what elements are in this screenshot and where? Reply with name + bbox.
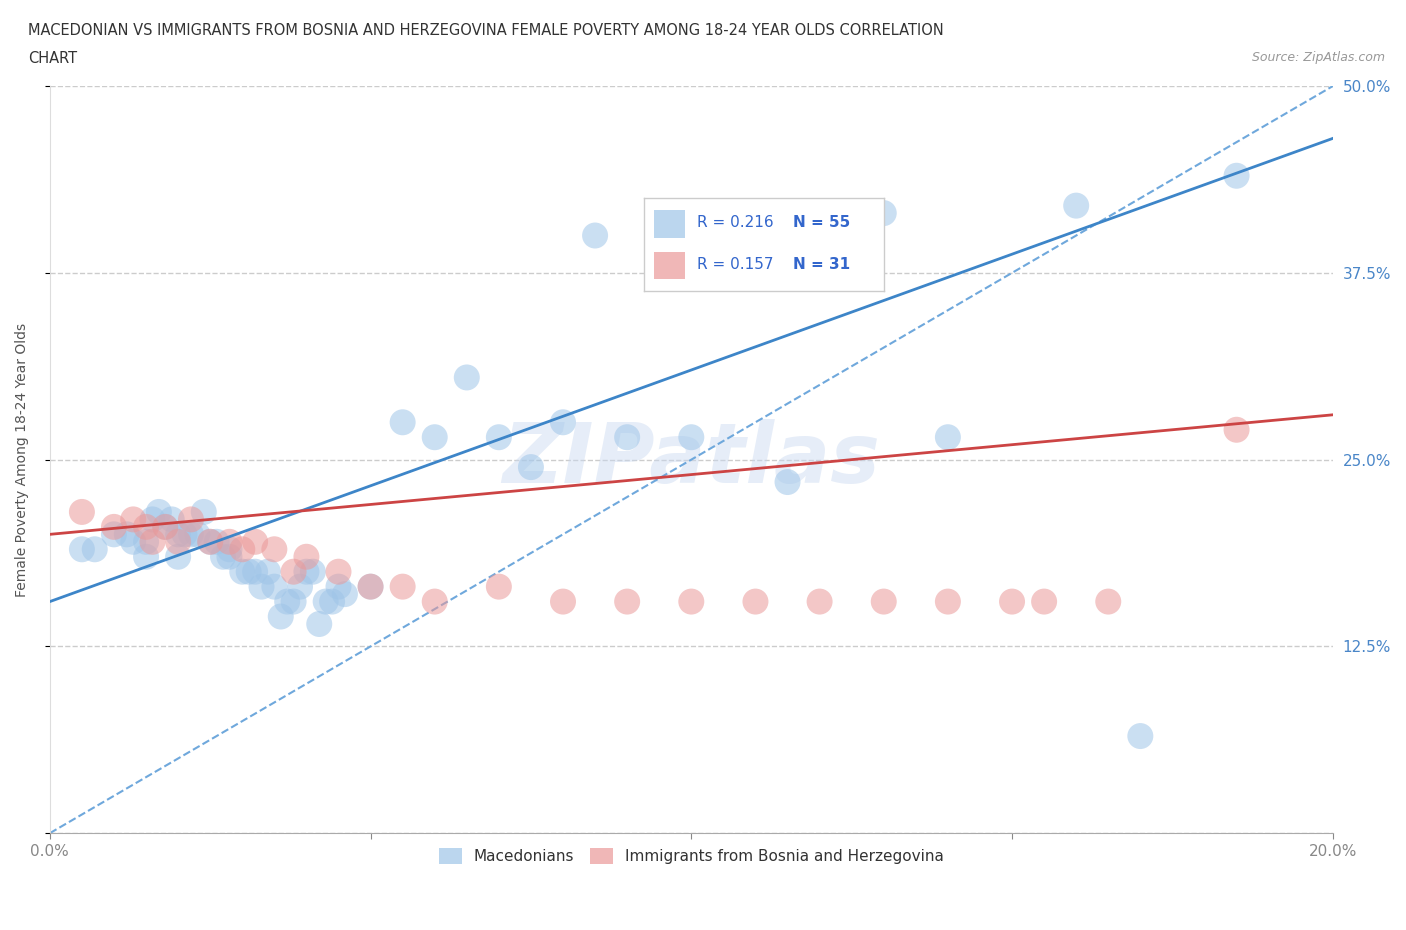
FancyBboxPatch shape — [654, 251, 685, 279]
Legend: Macedonians, Immigrants from Bosnia and Herzegovina: Macedonians, Immigrants from Bosnia and … — [433, 843, 950, 870]
Point — [243, 535, 266, 550]
Point — [180, 527, 202, 542]
Point — [250, 579, 273, 594]
Point — [257, 565, 280, 579]
Point — [135, 520, 157, 535]
Point — [148, 504, 170, 519]
Point — [115, 527, 138, 542]
Point — [681, 594, 703, 609]
Point — [488, 430, 510, 445]
Text: MACEDONIAN VS IMMIGRANTS FROM BOSNIA AND HERZEGOVINA FEMALE POVERTY AMONG 18-24 : MACEDONIAN VS IMMIGRANTS FROM BOSNIA AND… — [28, 23, 943, 38]
Point — [456, 370, 478, 385]
FancyBboxPatch shape — [654, 209, 685, 237]
Point — [270, 609, 292, 624]
Point — [936, 594, 959, 609]
Text: R = 0.157: R = 0.157 — [697, 257, 773, 272]
Point — [583, 228, 606, 243]
Point — [423, 430, 446, 445]
Point — [231, 542, 253, 557]
Text: Source: ZipAtlas.com: Source: ZipAtlas.com — [1251, 51, 1385, 64]
Point — [141, 535, 163, 550]
Point — [231, 565, 253, 579]
Point — [315, 594, 337, 609]
Point — [1001, 594, 1024, 609]
Point — [205, 535, 228, 550]
Point — [200, 535, 222, 550]
Point — [218, 550, 240, 565]
Text: N = 55: N = 55 — [793, 215, 851, 230]
Point — [141, 512, 163, 526]
Point — [1064, 198, 1087, 213]
Point — [551, 594, 574, 609]
Point — [212, 550, 235, 565]
Point — [520, 459, 543, 474]
Point — [391, 415, 413, 430]
Point — [218, 535, 240, 550]
Point — [488, 579, 510, 594]
Point — [328, 579, 350, 594]
Point — [218, 542, 240, 557]
Point — [873, 206, 896, 220]
Point — [83, 542, 105, 557]
Text: CHART: CHART — [28, 51, 77, 66]
Point — [360, 579, 382, 594]
Point — [283, 565, 305, 579]
Point — [155, 520, 177, 535]
Point — [122, 512, 145, 526]
Point — [167, 550, 190, 565]
Point — [186, 527, 208, 542]
Point — [155, 520, 177, 535]
Point — [616, 430, 638, 445]
Point — [360, 579, 382, 594]
Point — [193, 504, 215, 519]
Point — [776, 474, 799, 489]
Point — [321, 594, 343, 609]
Text: ZIPatlas: ZIPatlas — [502, 419, 880, 500]
Point — [173, 527, 195, 542]
Point — [1033, 594, 1056, 609]
Point — [302, 565, 325, 579]
Point — [283, 594, 305, 609]
Point — [103, 520, 125, 535]
Point — [70, 504, 93, 519]
Point — [1225, 168, 1247, 183]
Point — [263, 542, 285, 557]
Point — [103, 527, 125, 542]
Point — [308, 617, 330, 631]
Point — [873, 594, 896, 609]
Point — [295, 550, 318, 565]
Text: N = 31: N = 31 — [793, 257, 851, 272]
Point — [200, 535, 222, 550]
Point — [1129, 728, 1152, 743]
Point — [391, 579, 413, 594]
Point — [551, 415, 574, 430]
Point — [263, 579, 285, 594]
Point — [180, 512, 202, 526]
Point — [160, 512, 183, 526]
Point — [243, 565, 266, 579]
Point — [333, 587, 356, 602]
Point — [135, 550, 157, 565]
Point — [616, 594, 638, 609]
Y-axis label: Female Poverty Among 18-24 Year Olds: Female Poverty Among 18-24 Year Olds — [15, 323, 30, 597]
Point — [1225, 422, 1247, 437]
Point — [295, 565, 318, 579]
Point — [936, 430, 959, 445]
Point — [167, 527, 190, 542]
Point — [122, 535, 145, 550]
Point — [167, 535, 190, 550]
Point — [808, 594, 831, 609]
Point — [423, 594, 446, 609]
Point — [1097, 594, 1119, 609]
Text: R = 0.216: R = 0.216 — [697, 215, 773, 230]
Point — [681, 430, 703, 445]
Point — [70, 542, 93, 557]
Point — [744, 594, 766, 609]
Point — [328, 565, 350, 579]
Point — [276, 594, 298, 609]
Point — [288, 579, 311, 594]
Point — [238, 565, 260, 579]
Point — [135, 535, 157, 550]
